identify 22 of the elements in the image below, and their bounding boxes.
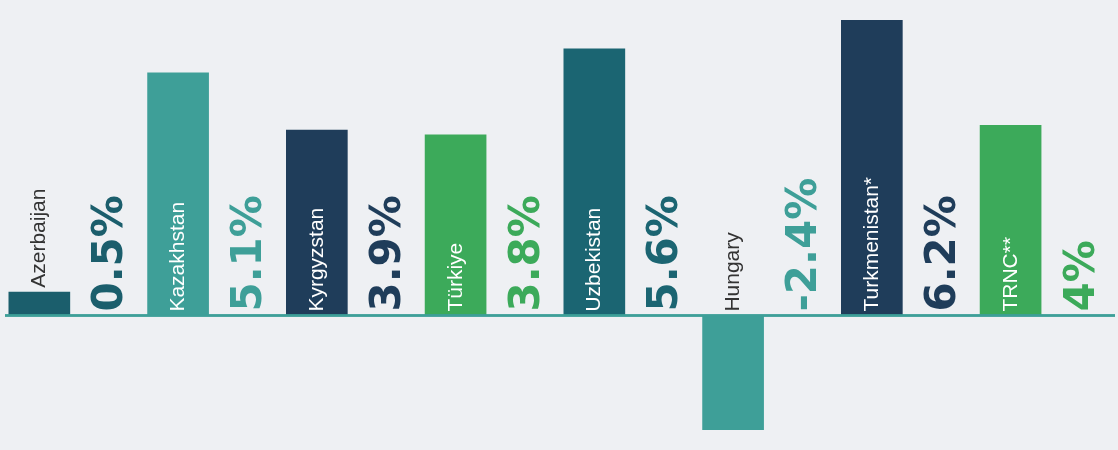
data-label: 4% [1054,240,1104,312]
data-label: -2.4% [777,177,827,312]
bar [979,124,1042,316]
data-label: 3.8% [499,195,549,312]
x-tick-label: Kazakhstan [165,201,189,312]
data-label: 3.9% [360,195,410,312]
x-tick-label: Türkiye [442,242,466,312]
data-label: 5.1% [222,195,272,312]
bar [424,134,487,316]
x-tick-label: Kyrgyzstan [303,207,327,312]
x-tick-label: Uzbekistan [581,207,605,312]
x-tick-label: Azerbaijan [26,188,50,288]
data-label: 5.6% [638,195,688,312]
x-tick-label: Turkmenistan* [858,176,882,312]
bar [563,48,626,316]
bar [8,291,71,316]
x-tick-label: Hungary [720,231,744,312]
data-label: 6.2% [915,195,965,312]
bar [841,20,903,316]
bar [286,129,348,316]
data-label: 0.5% [83,195,133,312]
x-tick-label: TRNC** [997,236,1021,312]
